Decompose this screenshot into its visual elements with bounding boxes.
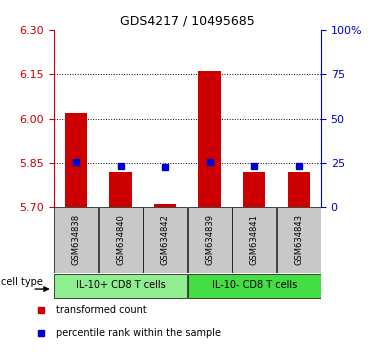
Bar [143, 207, 187, 273]
Bar [65, 113, 87, 207]
Bar [243, 172, 265, 207]
Bar [188, 207, 232, 273]
Bar [54, 207, 98, 273]
Bar [277, 207, 321, 273]
Text: percentile rank within the sample: percentile rank within the sample [56, 328, 221, 338]
Bar [188, 274, 321, 298]
Text: GSM634841: GSM634841 [250, 215, 259, 265]
Text: GSM634838: GSM634838 [72, 214, 81, 266]
Bar [154, 204, 176, 207]
Text: IL-10- CD8 T cells: IL-10- CD8 T cells [211, 280, 297, 290]
Text: transformed count: transformed count [56, 305, 147, 315]
Bar [198, 72, 221, 207]
Bar [288, 172, 310, 207]
Text: GSM634840: GSM634840 [116, 215, 125, 265]
Text: GSM634842: GSM634842 [161, 215, 170, 265]
Bar [109, 172, 132, 207]
Text: cell type: cell type [1, 277, 43, 287]
Bar [54, 274, 187, 298]
Text: GSM634843: GSM634843 [294, 214, 303, 266]
Bar [99, 207, 142, 273]
Text: GSM634839: GSM634839 [205, 214, 214, 266]
Text: IL-10+ CD8 T cells: IL-10+ CD8 T cells [76, 280, 165, 290]
Title: GDS4217 / 10495685: GDS4217 / 10495685 [120, 15, 255, 28]
Bar [232, 207, 276, 273]
